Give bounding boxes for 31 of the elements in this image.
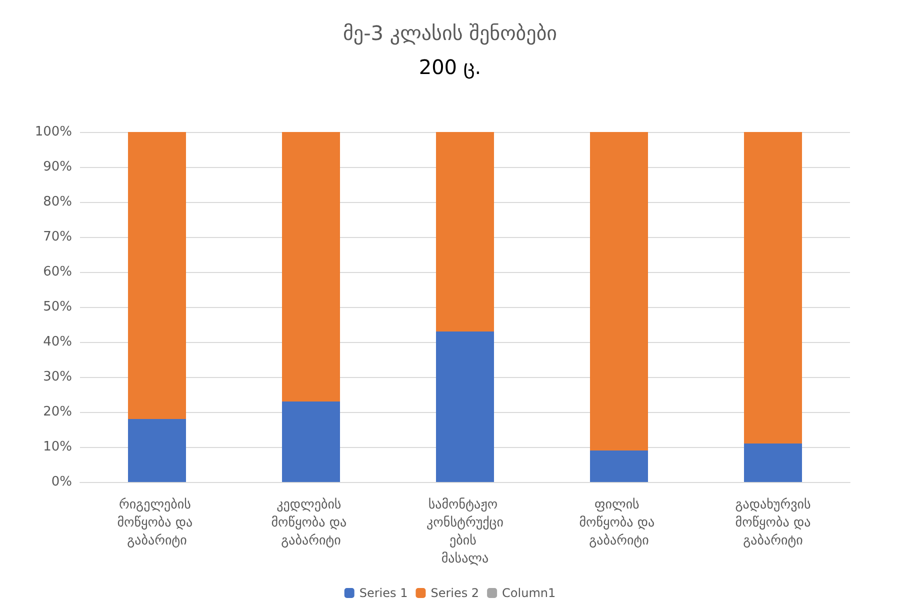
bar	[590, 450, 648, 482]
x-tick-label: ფილის მოწყობა და გაბარიტი	[579, 498, 659, 548]
legend-label: Column1	[502, 586, 556, 600]
bar	[128, 132, 186, 419]
y-tick-label: 60%	[43, 264, 72, 280]
y-tick-label: 40%	[43, 334, 72, 350]
bar	[744, 444, 802, 482]
chart-subtitle: 200 ც.	[418, 55, 482, 79]
x-tick-label: რიგელების მოწყობა და გაბარიტი	[117, 498, 197, 548]
x-tick-label: სამონტაჟო კონსტრუქციების მასალა	[426, 498, 504, 566]
y-tick-label: 80%	[43, 194, 72, 210]
y-tick-label: 70%	[43, 230, 72, 244]
x-tick-label: გადახურვის მოწყობა და გაბარიტი	[731, 498, 815, 548]
y-tick-label: 100%	[34, 124, 72, 140]
legend-label: Series 1	[359, 586, 408, 600]
chart-title: მე-3 კლასის შენობები	[342, 21, 558, 45]
x-tick-label: კედლების მოწყობა და გაბარიტი	[271, 498, 351, 548]
bar	[436, 332, 494, 482]
bar	[128, 419, 186, 482]
y-tick-label: 90%	[43, 160, 72, 174]
y-tick-label: 30%	[43, 370, 72, 384]
bar	[282, 402, 340, 482]
bar	[282, 132, 340, 402]
y-tick-label: 10%	[43, 440, 72, 454]
y-tick-label: 20%	[43, 404, 72, 420]
y-tick-label: 0%	[51, 474, 72, 490]
bar	[744, 132, 802, 444]
bar	[436, 132, 494, 332]
bar	[590, 132, 648, 450]
legend-label: Series 2	[430, 586, 480, 600]
y-tick-label: 50%	[43, 300, 72, 314]
